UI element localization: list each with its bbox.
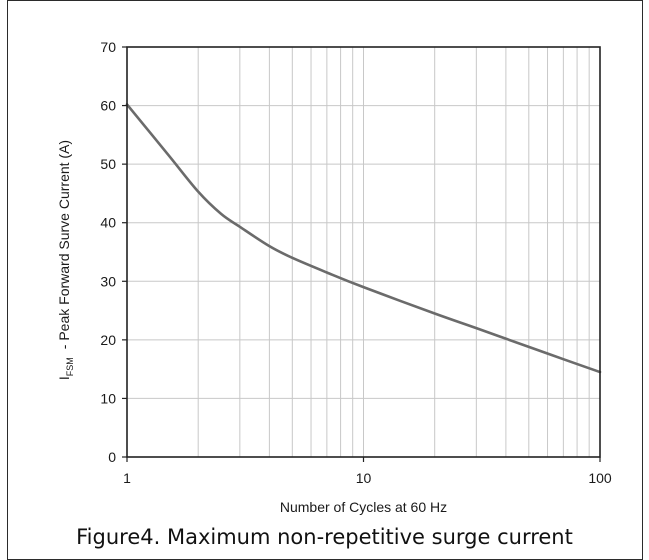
y-tick-label: 70 (100, 39, 116, 55)
y-axis-title-description: - Peak Forward Surve Current (A) (56, 140, 72, 349)
y-axis-title-symbol: I (56, 376, 72, 380)
figure-frame (7, 0, 643, 560)
y-tick-label: 50 (100, 156, 116, 172)
y-tick-label: 0 (108, 449, 116, 465)
x-tick-label: 100 (588, 470, 612, 486)
y-tick-label: 20 (100, 332, 116, 348)
x-tick-label: 10 (356, 470, 372, 486)
y-tick-label: 30 (100, 273, 116, 289)
y-tick-label: 10 (100, 390, 116, 406)
surge-current-curve (125, 103, 602, 374)
y-axis-title: IFSM - Peak Forward Surve Current (A) (56, 140, 75, 380)
x-tick-label: 1 (123, 470, 131, 486)
grid-layer (127, 46, 600, 458)
y-axis-title-subscript: FSM (65, 357, 75, 376)
svg-text:IFSM- Peak Forward Surve Curre: IFSM - Peak Forward Surve Current (A) (56, 140, 75, 380)
y-tick-label: 40 (100, 215, 116, 231)
axis-layer: 0 10 20 30 40 50 60 70 1 10 100 (100, 39, 611, 486)
x-axis-title: Number of Cycles at 60 Hz (280, 499, 447, 515)
y-tick-label: 60 (100, 98, 116, 114)
curve-layer (125, 103, 602, 374)
figure-caption: Figure4. Maximum non-repetitive surge cu… (76, 525, 573, 549)
